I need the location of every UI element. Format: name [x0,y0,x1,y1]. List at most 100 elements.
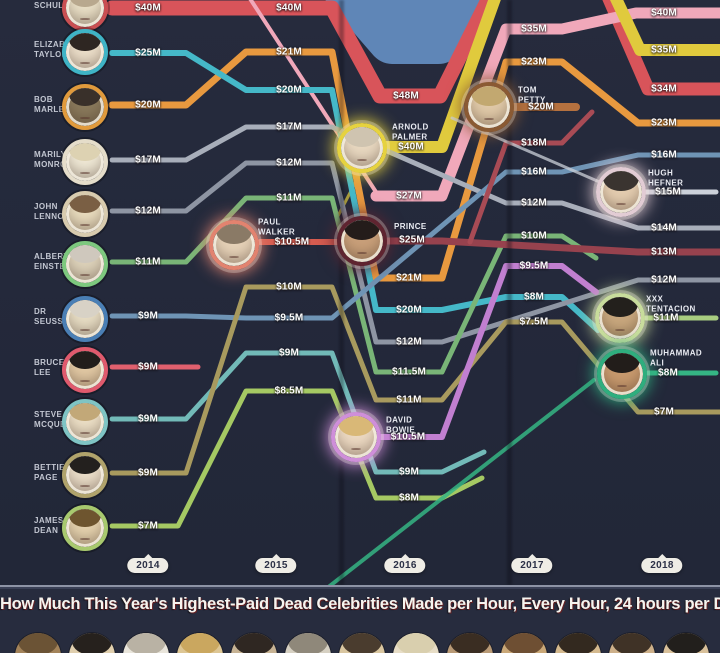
avatar-mouth [350,447,362,451]
avatar-mouth [615,202,627,206]
footer-avatar-3 [123,633,169,653]
row-name-monroe: MARILYN MONROE [34,150,73,169]
value-label-lennon: $12M [276,157,302,169]
chart-bands [104,0,720,585]
avatar-mouth [614,328,626,332]
row-name-schulz: SCHULZ [34,1,69,10]
avatar-face [66,509,104,547]
row-avatar-bettie_page [62,452,108,498]
callout-avatar-muhammad_ali [597,349,647,399]
row-name-mcqueen: STEVE MCQUEEN [34,410,78,429]
band-monroe [109,124,720,231]
row-name-marley: BOB MARLEY [34,95,71,114]
value-label-mcqueen: $9M [278,347,300,359]
footer-avatar-4 [177,633,223,653]
row-name-seuss: DR SEUSS [34,307,64,326]
row-avatar-james_dean [62,505,108,551]
callout-value-xxx_tentacion: $11M [653,312,679,324]
avatar-mouth [356,251,368,255]
value-label-marley: $21M [396,272,422,284]
avatar-face [341,220,383,262]
footer-avatar-hair [342,633,382,653]
avatar-face [66,351,104,389]
value-label-schulz: $40M [135,2,161,14]
value-label-seuss: $16M [651,149,677,161]
value-label-bruce_lee: $9M [137,361,159,373]
year-pill-notch [270,554,281,559]
axis-year-2015: 2015 [255,554,297,573]
avatar-face [66,0,104,27]
callout-avatar-david_bowie [331,412,381,462]
callout-value-muhammad_ali: $8M [657,367,679,379]
value-label-schulz: $48M [393,90,419,102]
avatar-mouth [80,537,90,541]
footer-avatar-13 [663,633,709,653]
avatar-face [66,195,104,233]
fold-crease-right [507,0,512,585]
value-label-einstein: $11.5M [391,366,427,378]
value-label-marley: $23M [651,117,677,129]
band-taylor [109,50,601,333]
avatar-mouth [80,273,90,277]
avatar-hair [69,33,101,52]
value-label-james_dean: $7M [137,520,159,532]
row-name-taylor: ELIZABETH TAYLOR [34,40,83,59]
value-label-einstein: $11M [135,256,161,268]
avatar-mouth [80,328,90,332]
value-label-mcqueen: $9M [398,466,420,478]
value-label-schulz: $40M [276,2,302,14]
callout-avatar-xxx_tentacion [595,293,645,343]
footer-avatar-8 [393,633,439,653]
value-label-monroe: $12M [521,197,547,209]
avatar-mouth [80,431,90,435]
footer-avatar-6 [285,633,331,653]
footer-avatar-hair [180,633,220,653]
band-einstein [109,195,599,375]
band-marley [108,48,720,282]
footer-avatar-hair [396,633,436,653]
avatar-hair [602,297,638,318]
avatar-face [335,416,377,458]
value-label-monroe: $17M [135,154,161,166]
avatar-face [341,127,383,169]
value-label-marley: $23M [521,56,547,68]
band-schulz-2018 [602,0,720,96]
band-18m [467,109,595,245]
value-label-einstein: $11M [276,192,302,204]
footer-avatar-hair [126,633,166,653]
fold-crease-left [339,0,344,585]
avatar-mouth [80,484,90,488]
callout-name-xxx_tentacion: XXX TENTACION [646,294,696,314]
row-avatar-monroe [62,139,108,185]
value-label-monroe: $14M [651,222,677,234]
callout-value-prince: $25M [399,234,425,246]
value-label-bettie_page: $10M [276,281,302,293]
avatar-face [213,224,255,266]
value-label-bowie: $9.5M [519,260,549,272]
row-avatar-marley [62,84,108,130]
footer-avatar-hair [558,633,598,653]
value-label-elvis_pink: $40M [651,7,677,19]
avatar-mouth [616,384,628,388]
band-yellow-2018 [610,0,720,56]
avatar-hair [216,224,252,245]
value-label-bettie_page: $7M [653,406,675,418]
avatar-hair [69,88,101,107]
band-bowie [375,263,599,440]
avatar-hair [604,353,640,374]
year-pill-notch [656,554,667,559]
avatar-face [599,297,641,339]
row-name-james_dean: JAMES DEAN [34,516,64,535]
avatar-face [66,143,104,181]
footer-avatar-10 [501,633,547,653]
footer-avatar-11 [555,633,601,653]
band-schulz [104,0,497,104]
band-yellow [370,0,501,153]
value-label-monroe: $17M [276,121,302,133]
value-label-bettie_page: $7.5M [519,316,549,328]
avatar-mouth [80,223,90,227]
footer-avatar-5 [231,633,277,653]
row-name-lennon: JOHN LENNON [34,202,71,221]
avatar-hair [69,509,101,528]
